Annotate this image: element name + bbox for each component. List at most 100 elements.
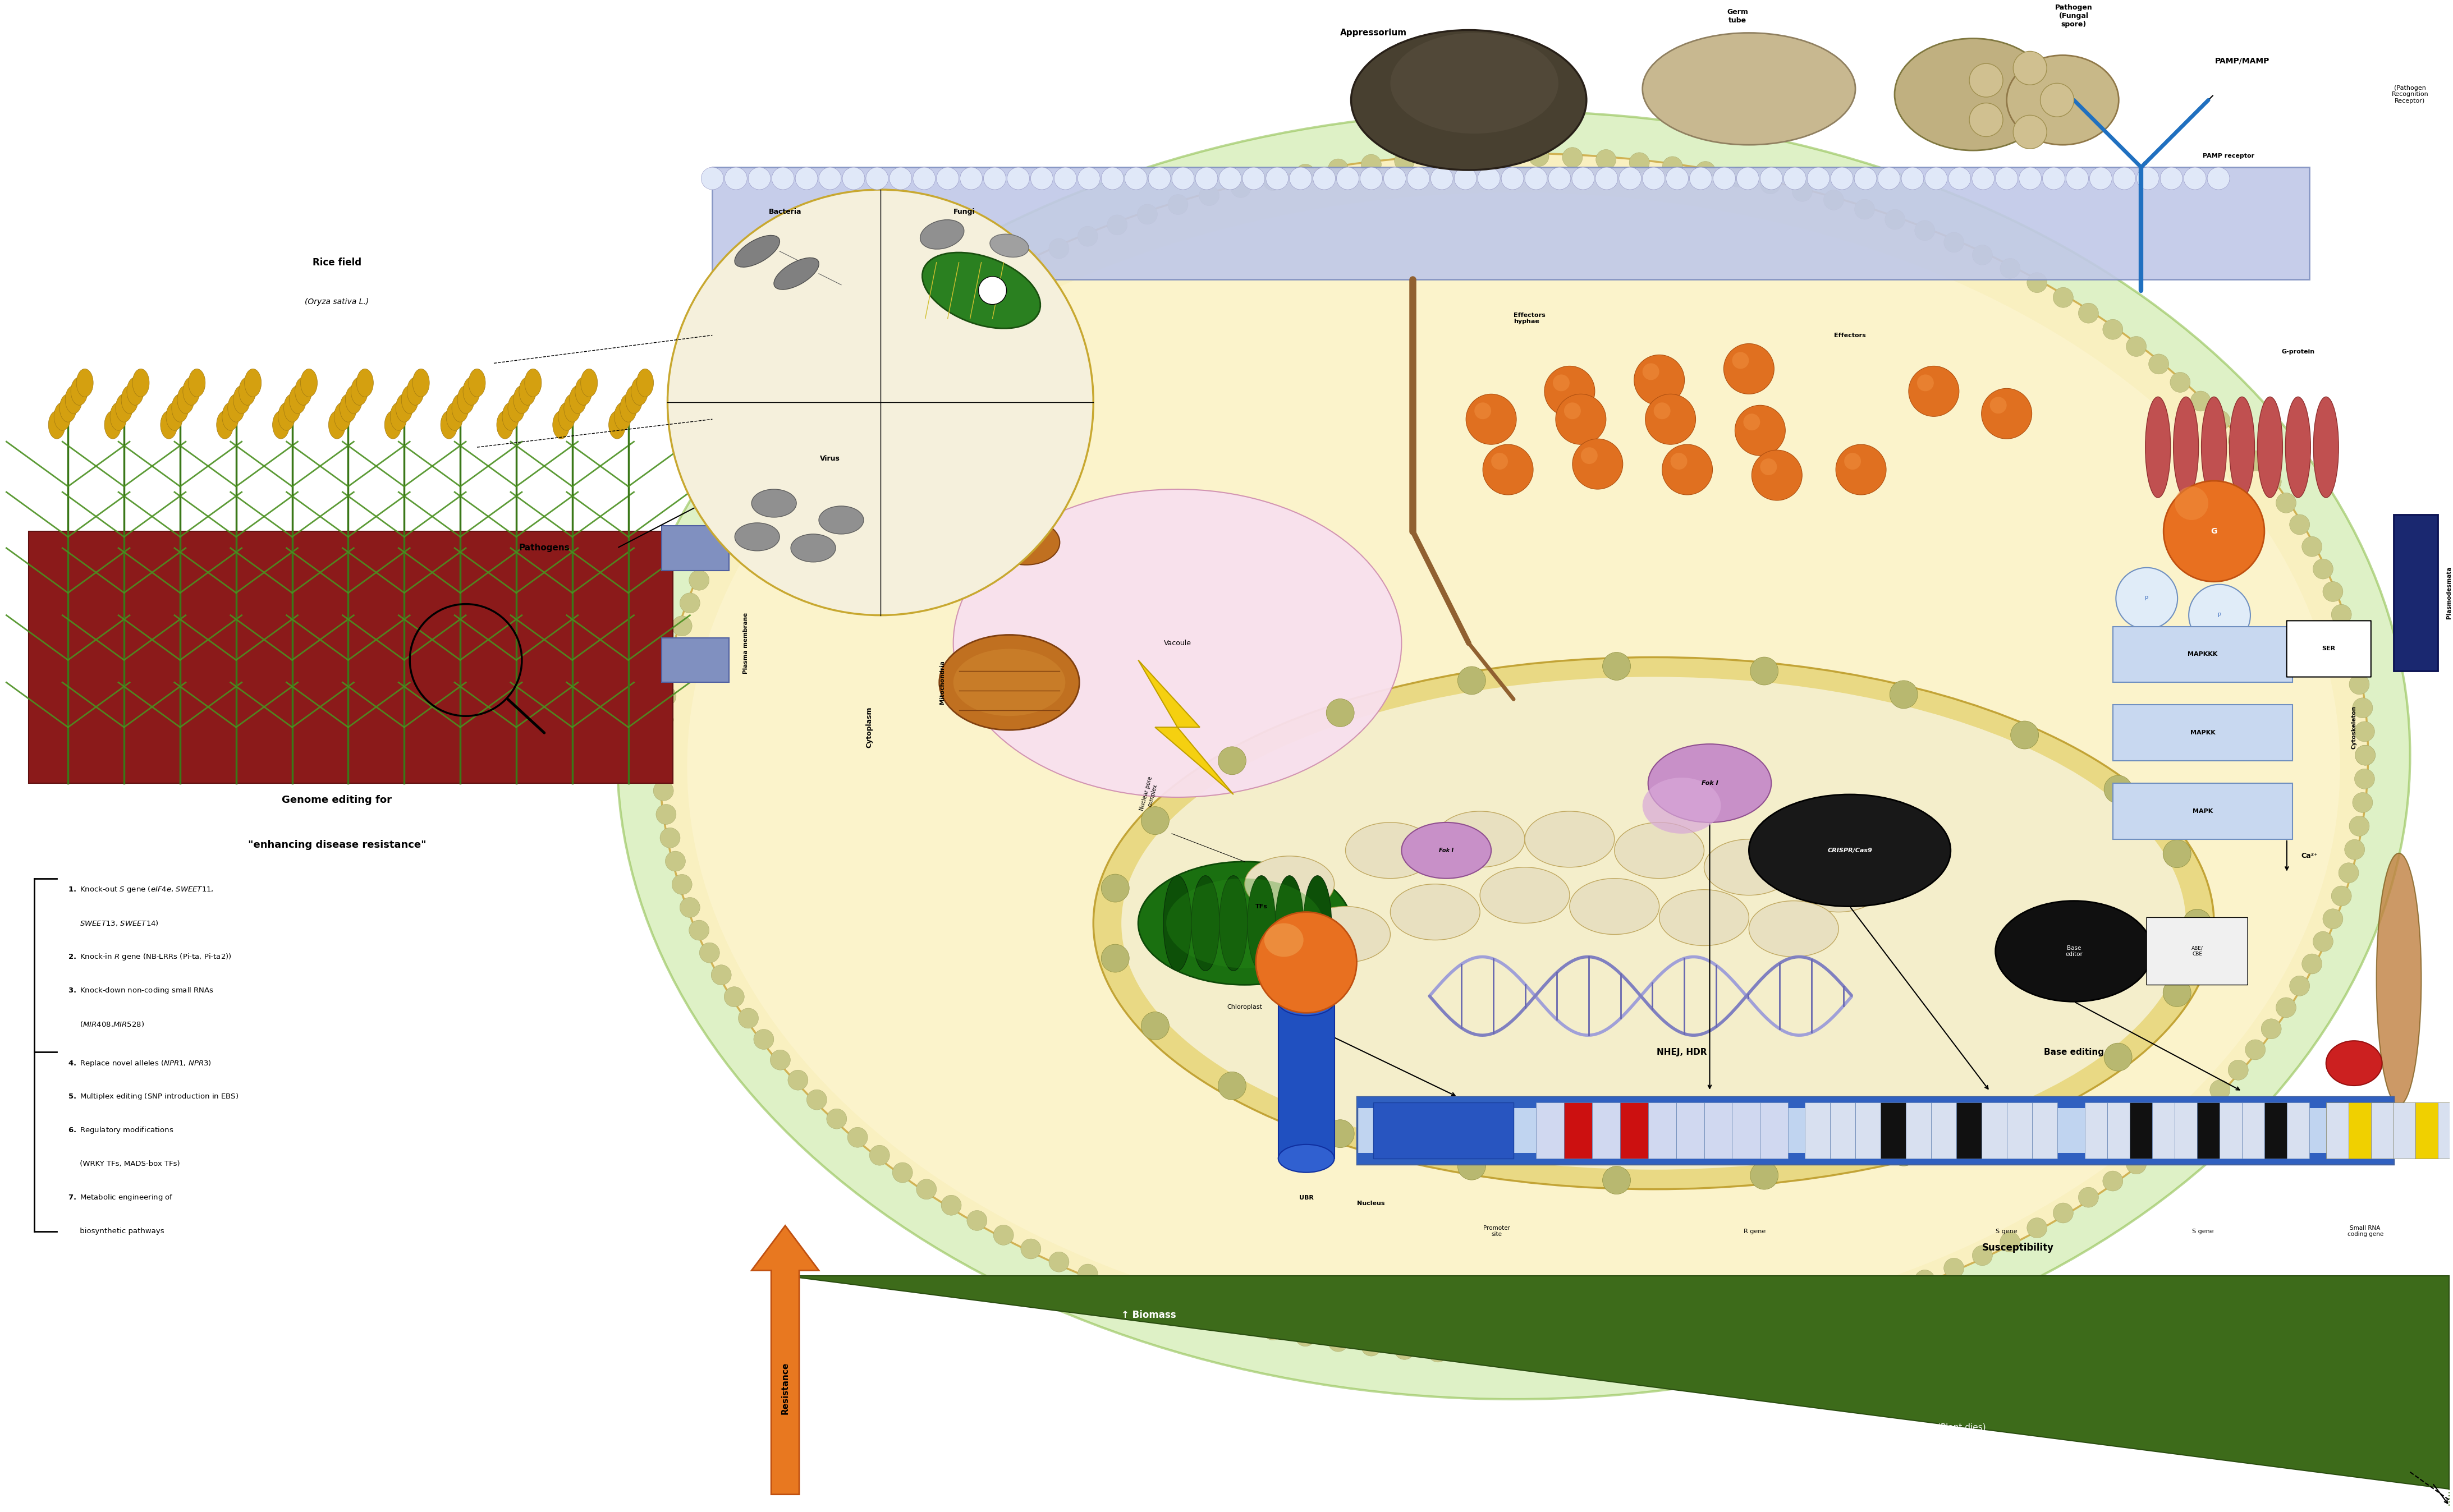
Circle shape (2191, 392, 2210, 411)
Text: $\mathbf{7.}$ Metabolic engineering of: $\mathbf{7.}$ Metabolic engineering of (69, 1193, 174, 1202)
Text: (Oryza sativa L.): (Oryza sativa L.) (304, 298, 368, 305)
Circle shape (2127, 1154, 2146, 1175)
Text: $\mathbf{6.}$ Regulatory modifications: $\mathbf{6.}$ Regulatory modifications (69, 1125, 174, 1136)
Circle shape (738, 1009, 758, 1028)
Ellipse shape (608, 411, 626, 438)
Ellipse shape (1670, 452, 1688, 470)
Circle shape (1793, 181, 1813, 201)
Ellipse shape (277, 402, 294, 431)
Ellipse shape (1658, 889, 1749, 945)
Circle shape (1823, 1300, 1845, 1320)
Circle shape (1327, 159, 1349, 178)
Circle shape (1408, 168, 1430, 189)
Circle shape (724, 168, 748, 189)
Circle shape (1020, 251, 1040, 272)
Ellipse shape (976, 455, 1020, 494)
Ellipse shape (1300, 906, 1391, 963)
Text: $\mathbf{3.}$ Knock-down non-coding small RNAs: $\mathbf{3.}$ Knock-down non-coding smal… (69, 986, 213, 995)
Circle shape (1830, 168, 1852, 189)
Ellipse shape (1565, 402, 1580, 419)
Ellipse shape (464, 376, 481, 405)
Circle shape (2276, 493, 2296, 513)
Circle shape (1106, 1276, 1128, 1296)
Ellipse shape (1894, 38, 2051, 150)
Ellipse shape (1749, 794, 1950, 906)
Circle shape (2352, 792, 2372, 812)
Circle shape (2065, 168, 2088, 189)
Ellipse shape (2230, 396, 2254, 497)
Text: ↑ Biomass: ↑ Biomass (1121, 1311, 1175, 1320)
Circle shape (1327, 1332, 1349, 1352)
Circle shape (1312, 168, 1334, 189)
Ellipse shape (1121, 677, 2186, 1170)
Ellipse shape (159, 411, 177, 438)
Ellipse shape (285, 395, 302, 422)
Circle shape (667, 189, 1094, 615)
Bar (1675, 1102, 1705, 1158)
Circle shape (1168, 195, 1187, 215)
Circle shape (2149, 1137, 2168, 1157)
Circle shape (1999, 259, 2021, 278)
Bar (1705, 1102, 1732, 1158)
Circle shape (1462, 147, 1482, 166)
Circle shape (724, 987, 743, 1007)
Ellipse shape (1749, 901, 1840, 957)
Circle shape (2313, 559, 2333, 579)
Ellipse shape (334, 402, 351, 431)
Circle shape (2350, 674, 2370, 694)
Circle shape (993, 1225, 1013, 1246)
Ellipse shape (128, 376, 145, 405)
Circle shape (1020, 1238, 1040, 1259)
Text: Base
editor: Base editor (2065, 945, 2083, 957)
Ellipse shape (2041, 83, 2073, 116)
Ellipse shape (1663, 445, 1712, 494)
Ellipse shape (991, 234, 1028, 257)
Circle shape (1428, 148, 1447, 168)
Ellipse shape (1244, 856, 1334, 912)
Circle shape (1126, 168, 1148, 189)
Ellipse shape (496, 411, 513, 438)
Bar (1854, 1102, 1881, 1158)
Circle shape (1263, 171, 1283, 191)
Circle shape (702, 168, 724, 189)
Ellipse shape (1744, 414, 1761, 431)
Circle shape (770, 1049, 790, 1070)
Circle shape (827, 381, 846, 402)
Circle shape (1761, 174, 1781, 194)
Circle shape (1241, 168, 1266, 189)
Circle shape (2026, 1217, 2048, 1238)
Circle shape (1494, 147, 1516, 166)
Circle shape (1290, 168, 1312, 189)
Ellipse shape (189, 369, 206, 396)
Circle shape (1629, 1338, 1648, 1358)
Circle shape (1619, 168, 1641, 189)
Circle shape (2090, 168, 2112, 189)
Circle shape (652, 709, 675, 730)
Bar (1805, 1102, 1830, 1158)
Bar (1648, 1102, 1675, 1158)
Circle shape (2102, 1170, 2122, 1191)
FancyArrow shape (751, 1226, 819, 1494)
Bar (1374, 1102, 1514, 1158)
Text: ($\mathit{MIR408}$,$\mathit{MIR528}$): ($\mathit{MIR408}$,$\mathit{MIR528}$) (69, 1019, 145, 1028)
Ellipse shape (2007, 56, 2119, 145)
Circle shape (1644, 168, 1666, 189)
Circle shape (1916, 1270, 1935, 1290)
Bar (1830, 1102, 1854, 1158)
Bar (2325, 1102, 2348, 1158)
Circle shape (2227, 431, 2249, 451)
Ellipse shape (1644, 33, 1854, 145)
Bar (29, 531, 672, 783)
Ellipse shape (228, 395, 245, 422)
Text: Vacoule: Vacoule (1163, 640, 1192, 647)
Circle shape (1943, 1258, 1965, 1278)
Circle shape (2276, 998, 2296, 1018)
Ellipse shape (238, 376, 255, 405)
Circle shape (1200, 186, 1219, 206)
Text: MAPKK: MAPKK (2191, 730, 2215, 736)
FancyBboxPatch shape (2286, 621, 2372, 677)
Ellipse shape (1570, 878, 1658, 934)
Ellipse shape (1916, 375, 1933, 392)
Circle shape (2338, 627, 2360, 647)
Circle shape (1972, 1246, 1992, 1266)
